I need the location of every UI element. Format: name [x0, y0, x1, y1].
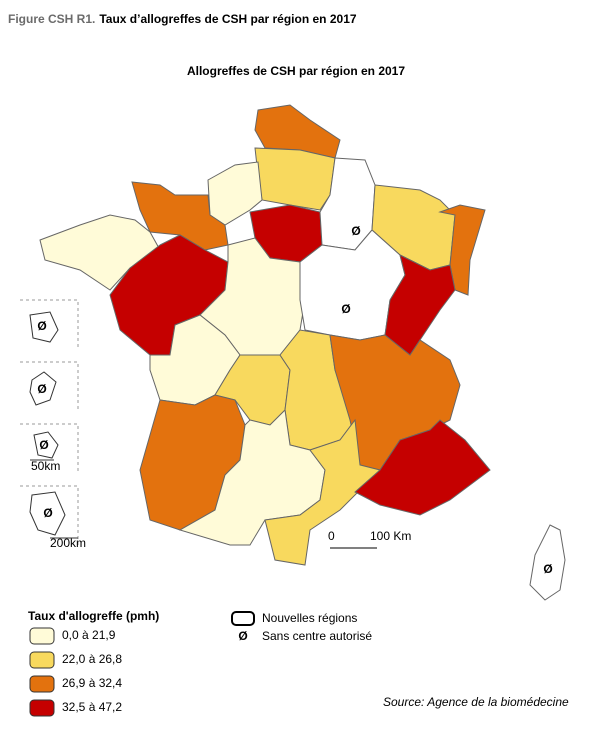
- legend-swatch: [29, 699, 55, 717]
- region: [438, 204, 486, 296]
- no-centre-symbol: Ø: [43, 506, 52, 520]
- legend-label: 0,0 à 21,9: [62, 628, 116, 642]
- region: [131, 181, 229, 251]
- region: [254, 147, 336, 211]
- legend-outline: [231, 611, 255, 626]
- scale-label: 0: [328, 529, 335, 543]
- header: Figure CSH R1. Taux d’allogreffes de CSH …: [8, 12, 357, 26]
- no-centre-symbol: Ø: [37, 382, 46, 396]
- inset-scale: 200km: [50, 536, 86, 550]
- legend-label: 26,9 à 32,4: [62, 676, 122, 690]
- no-centre-symbol: Ø: [39, 438, 48, 452]
- legend-title: Taux d'allogreffe (pmh): [28, 609, 159, 623]
- map: [20, 104, 566, 601]
- inset-scale: 50km: [31, 459, 60, 473]
- legend-swatch: [29, 627, 55, 645]
- legend-symbol: Ø: [238, 629, 247, 643]
- no-centre-symbol: Ø: [543, 562, 552, 576]
- legend-label: 22,0 à 26,8: [62, 652, 122, 666]
- region: [264, 418, 381, 566]
- region: [354, 419, 491, 516]
- no-centre-symbol: Ø: [37, 319, 46, 333]
- legend-swatch: [29, 675, 55, 693]
- region: [529, 524, 566, 601]
- legend-label: Sans centre autorisé: [262, 629, 372, 643]
- map-title: Allogreffes de CSH par région en 2017: [187, 64, 405, 78]
- legend-label: 32,5 à 47,2: [62, 700, 122, 714]
- legend: 0,0 à 21,9 22,0 à 26,8 26,9 à 32,4 32,5 à 4…: [29, 627, 122, 717]
- no-centre-symbol: Ø: [351, 224, 360, 238]
- source: Source: Agence de la biomédecine: [383, 695, 569, 709]
- no-centre-symbol: Ø: [341, 302, 350, 316]
- figure-title: Taux d’allogreffes de CSH par région en …: [99, 12, 357, 26]
- figure-label: Figure CSH R1.: [8, 12, 95, 26]
- legend-swatch: [29, 651, 55, 669]
- legend-label: Nouvelles régions: [262, 611, 357, 625]
- scale-label: 100 Km: [370, 529, 411, 543]
- insets: [20, 299, 79, 546]
